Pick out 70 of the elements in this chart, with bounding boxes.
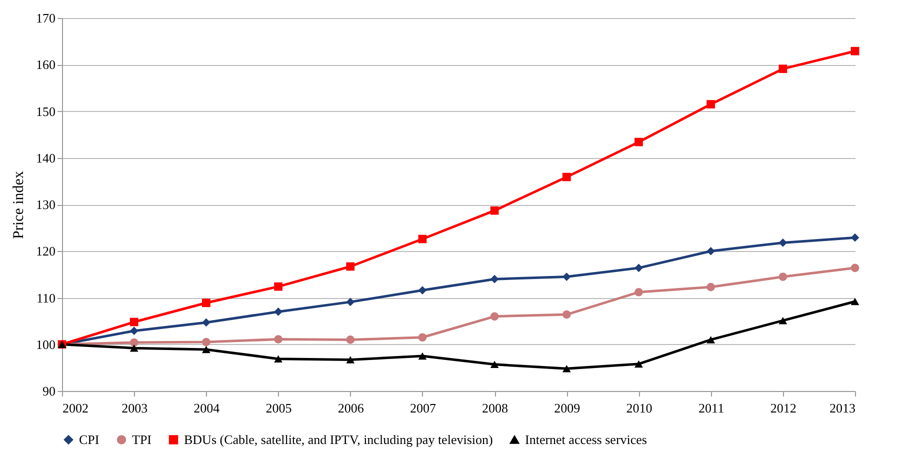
x-tick-label: 2004 [194, 400, 220, 416]
x-tick-label: 2012 [770, 400, 796, 416]
y-tick-label: 120 [36, 244, 56, 259]
point [562, 172, 571, 182]
point [778, 272, 788, 281]
point [634, 360, 643, 368]
point [274, 282, 282, 291]
y-tick-label: 100 [36, 336, 56, 352]
point [130, 318, 138, 326]
point [130, 344, 138, 352]
point [346, 356, 355, 364]
point [634, 288, 643, 296]
point [346, 298, 355, 306]
y-tick-label: 150 [36, 104, 56, 119]
x-tick-label: 2010 [626, 400, 652, 416]
point [418, 352, 427, 360]
point [418, 286, 427, 294]
point [490, 312, 499, 321]
x-tick-label: 2013 [830, 400, 856, 416]
point [778, 316, 788, 324]
point [850, 264, 860, 272]
point [202, 298, 210, 308]
point [202, 346, 210, 354]
x-tick-label: 2007 [410, 400, 436, 416]
point [274, 335, 282, 344]
point [130, 326, 138, 336]
x-tick-label: 2003 [122, 400, 148, 416]
point [418, 234, 427, 244]
point [202, 318, 210, 327]
legend-label: BDUs (Cable, satellite, and IPTV, including pay television) [184, 432, 493, 447]
point [274, 355, 282, 362]
point [418, 333, 427, 342]
point [706, 282, 715, 292]
x-tick-label: 2006 [338, 400, 364, 416]
point [490, 360, 499, 368]
legend-label: Internet access services [525, 432, 647, 447]
legend-label: CPI [79, 432, 100, 447]
point [346, 336, 355, 344]
y-tick-label: 160 [36, 57, 56, 72]
point [562, 364, 571, 372]
point [490, 206, 499, 215]
x-tick-label: 2005 [266, 400, 292, 416]
point [634, 138, 643, 146]
point [706, 246, 715, 256]
point [706, 336, 715, 344]
point [634, 264, 643, 272]
y-axis-title: Price index [11, 170, 27, 239]
x-tick-label: 2008 [482, 400, 508, 416]
point [490, 274, 499, 284]
point [562, 272, 571, 281]
point [778, 238, 788, 247]
point [346, 262, 355, 271]
point [202, 338, 210, 346]
point [850, 233, 860, 242]
x-tick-label: 2011 [698, 400, 724, 416]
point [706, 100, 715, 108]
point [850, 46, 860, 56]
y-tick-label: 130 [36, 197, 56, 212]
y-tick-label: 170 [36, 10, 56, 26]
x-tick-label: 2002 [62, 400, 88, 416]
point [850, 298, 860, 306]
point [778, 64, 788, 74]
point [130, 338, 138, 347]
point [274, 308, 282, 316]
point [562, 310, 571, 319]
x-tick-label: 2009 [554, 400, 580, 416]
y-tick-label: 110 [36, 290, 56, 306]
legend-label: TPI [132, 432, 152, 447]
y-tick-label: 90 [42, 384, 56, 398]
y-tick-label: 140 [36, 150, 56, 166]
